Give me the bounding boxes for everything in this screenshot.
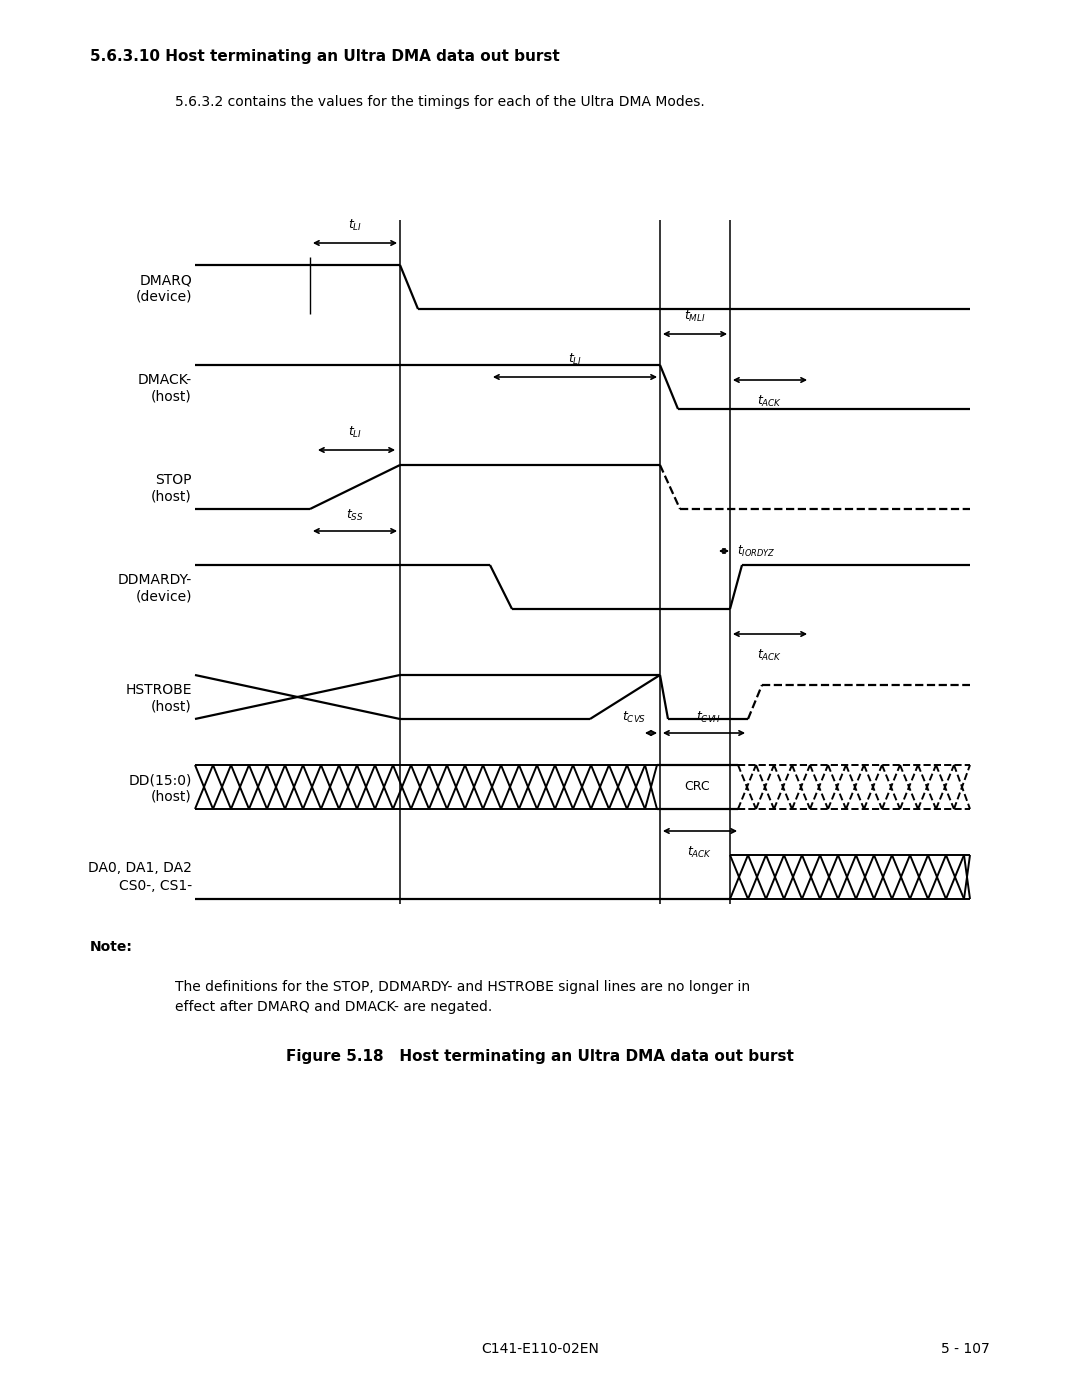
Text: $t_{IORDYZ}$: $t_{IORDYZ}$ <box>737 543 775 559</box>
Text: Figure 5.18   Host terminating an Ultra DMA data out burst: Figure 5.18 Host terminating an Ultra DM… <box>286 1049 794 1065</box>
Text: $t_{LI}$: $t_{LI}$ <box>568 352 582 367</box>
Text: $t_{LI}$: $t_{LI}$ <box>348 425 362 440</box>
Text: C141-E110-02EN: C141-E110-02EN <box>481 1343 599 1356</box>
Text: STOP: STOP <box>156 474 192 488</box>
Text: DMARQ: DMARQ <box>139 272 192 286</box>
Text: $t_{LI}$: $t_{LI}$ <box>348 218 362 233</box>
Text: 5.6.3.2 contains the values for the timings for each of the Ultra DMA Modes.: 5.6.3.2 contains the values for the timi… <box>175 95 705 109</box>
Text: (host): (host) <box>151 789 192 803</box>
Text: $t_{ACK}$: $t_{ACK}$ <box>757 648 783 664</box>
Text: (host): (host) <box>151 489 192 503</box>
Text: $t_{CVH}$: $t_{CVH}$ <box>697 710 721 725</box>
Text: $t_{SS}$: $t_{SS}$ <box>346 509 364 522</box>
Text: CS0-, CS1-: CS0-, CS1- <box>119 879 192 893</box>
Text: DMACK-: DMACK- <box>138 373 192 387</box>
Text: $t_{ACK}$: $t_{ACK}$ <box>757 394 783 409</box>
Text: CRC: CRC <box>685 781 710 793</box>
Text: (device): (device) <box>135 289 192 303</box>
Text: DD(15:0): DD(15:0) <box>129 773 192 787</box>
Text: DA0, DA1, DA2: DA0, DA1, DA2 <box>89 861 192 875</box>
Text: (host): (host) <box>151 698 192 712</box>
Text: DDMARDY-: DDMARDY- <box>118 573 192 587</box>
Text: $t_{MLI}$: $t_{MLI}$ <box>684 309 706 324</box>
Text: $t_{CVS}$: $t_{CVS}$ <box>622 710 646 725</box>
Text: The definitions for the STOP, DDMARDY- and HSTROBE signal lines are no longer in: The definitions for the STOP, DDMARDY- a… <box>175 981 751 995</box>
Text: $t_{ACK}$: $t_{ACK}$ <box>687 845 713 861</box>
Text: (device): (device) <box>135 590 192 604</box>
Text: 5 - 107: 5 - 107 <box>942 1343 990 1356</box>
Text: (host): (host) <box>151 388 192 402</box>
Text: Note:: Note: <box>90 940 133 954</box>
Text: HSTROBE: HSTROBE <box>125 683 192 697</box>
Text: effect after DMARQ and DMACK- are negated.: effect after DMARQ and DMACK- are negate… <box>175 1000 492 1014</box>
Text: 5.6.3.10 Host terminating an Ultra DMA data out burst: 5.6.3.10 Host terminating an Ultra DMA d… <box>90 49 559 64</box>
